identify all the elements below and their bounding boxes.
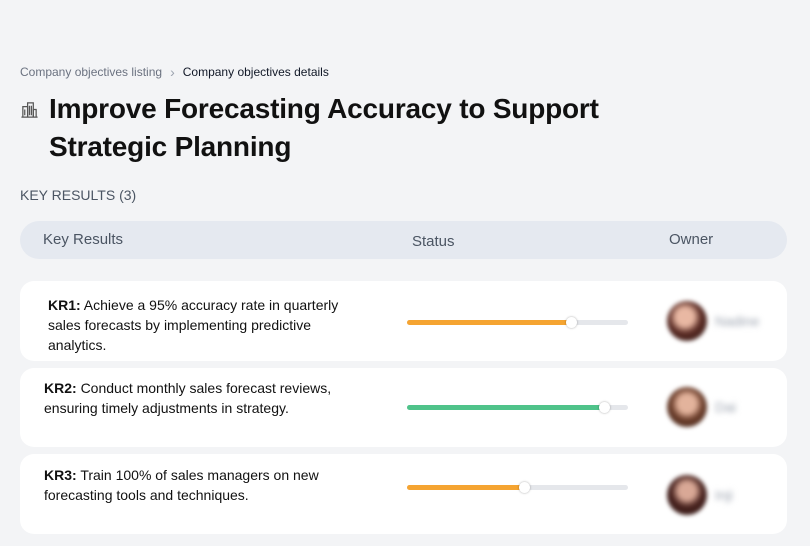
key-result-code: KR1: xyxy=(48,297,81,313)
avatar xyxy=(667,475,707,515)
owner-name: Inji xyxy=(715,487,733,503)
breadcrumb-separator: › xyxy=(170,64,175,80)
key-result-code: KR3: xyxy=(44,467,77,483)
breadcrumb: Company objectives listing › Company obj… xyxy=(20,65,329,79)
owner-name: Dai xyxy=(715,399,737,415)
key-result-description: KR3: Train 100% of sales managers on new… xyxy=(44,465,344,505)
progress-bar xyxy=(407,482,628,493)
objective-header: Improve Forecasting Accuracy to Support … xyxy=(20,90,649,166)
key-result-description: KR1: Achieve a 95% accuracy rate in quar… xyxy=(48,295,358,355)
progress-fill xyxy=(407,485,525,490)
column-header-key-results[interactable]: Key Results xyxy=(43,231,124,248)
key-result-row-1[interactable]: KR1: Achieve a 95% accuracy rate in quar… xyxy=(20,281,787,361)
breadcrumb-current: Company objectives details xyxy=(182,65,329,79)
progress-knob[interactable] xyxy=(598,402,610,413)
key-result-text: Train 100% of sales managers on new fore… xyxy=(44,467,319,503)
progress-knob[interactable] xyxy=(565,317,577,328)
progress-knob[interactable] xyxy=(519,482,531,493)
table-header: Key Results Status Owner xyxy=(20,221,787,259)
building-icon xyxy=(21,102,38,118)
key-result-text: Achieve a 95% accuracy rate in quarterly… xyxy=(48,297,339,353)
owner[interactable]: Nadine xyxy=(667,301,759,341)
owner-name: Nadine xyxy=(715,313,760,329)
page-title: Improve Forecasting Accuracy to Support … xyxy=(49,93,599,162)
progress-bar xyxy=(407,402,628,413)
avatar xyxy=(667,387,707,427)
progress-fill xyxy=(407,320,571,325)
avatar xyxy=(667,301,707,341)
column-header-status[interactable]: Status xyxy=(412,233,455,250)
progress-fill xyxy=(407,405,604,410)
key-result-code: KR2: xyxy=(44,380,77,396)
breadcrumb-parent-link[interactable]: Company objectives listing xyxy=(20,65,163,79)
progress-bar xyxy=(407,317,628,328)
key-results-count-label: KEY RESULTS (3) xyxy=(20,187,137,203)
key-result-row-3[interactable]: KR3: Train 100% of sales managers on new… xyxy=(20,454,787,534)
owner[interactable]: Dai xyxy=(667,387,736,427)
owner[interactable]: Inji xyxy=(667,475,733,515)
key-result-text: Conduct monthly sales forecast reviews, … xyxy=(44,380,332,416)
key-result-description: KR2: Conduct monthly sales forecast revi… xyxy=(44,378,344,418)
column-header-owner[interactable]: Owner xyxy=(669,231,714,248)
key-result-row-2[interactable]: KR2: Conduct monthly sales forecast revi… xyxy=(20,368,787,447)
